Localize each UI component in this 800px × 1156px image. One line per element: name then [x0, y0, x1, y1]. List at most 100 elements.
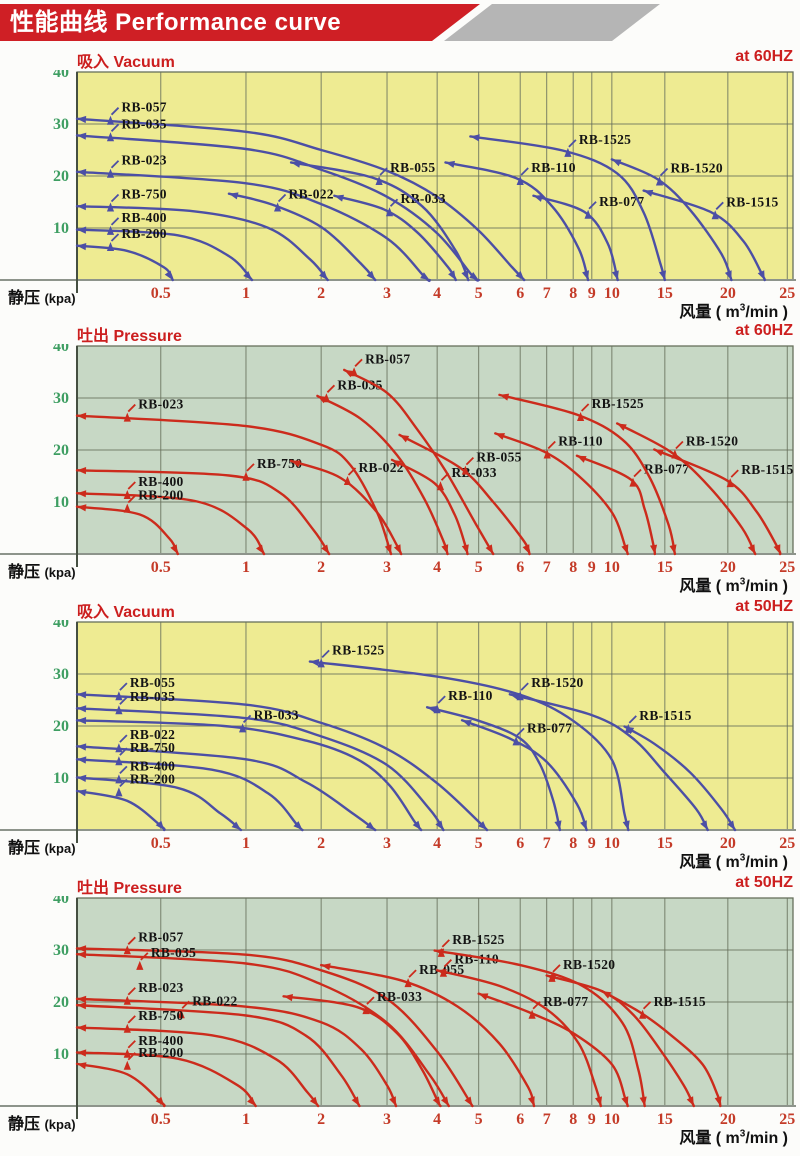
curve-start-arrow-RB-110	[495, 433, 505, 440]
curve-label-pointer-RB-022	[277, 193, 287, 203]
flow-axis-sup: 3	[739, 302, 746, 314]
curve-start-arrow-RB-1525	[309, 659, 320, 667]
curve-start-arrow-RB-055	[77, 691, 87, 699]
curve-label-RB-077: RB-077	[644, 462, 689, 477]
x-tick-label: 8	[569, 285, 577, 302]
flow-axis-sup: 3	[739, 852, 746, 864]
pressure-axis-unit-text: (kpa)	[44, 565, 76, 580]
plot-area: 0.5 1 2 3 4 5 6 7 8 9 10 15 20 25 10 20 30 40 RB-057RB-035…	[0, 70, 796, 302]
curve-start-arrow-RB-077	[478, 993, 489, 1001]
x-tick-label: 20	[720, 835, 736, 852]
curve-RB-1525	[469, 135, 666, 282]
curve-label-pointer-RB-1515	[730, 469, 739, 478]
x-tick-label: 0.5	[151, 1111, 171, 1128]
curve-end-arrow-RB-077	[650, 544, 658, 554]
curve-label-arrow-RB-1515	[624, 723, 632, 733]
curve-label-pointer-RB-035	[140, 952, 149, 961]
curve-label-RB-1515: RB-1515	[741, 462, 793, 477]
curve-label-RB-200: RB-200	[122, 226, 167, 241]
curve-start-arrow-RB-022	[77, 1002, 87, 1010]
x-tick-label: 6	[516, 835, 524, 852]
curve-label-pointer-RB-023	[127, 987, 136, 996]
curve-RB-022	[227, 192, 377, 282]
curve-label-pointer-RB-1525	[568, 139, 577, 148]
curve-label-arrow-RB-200	[123, 503, 131, 513]
curve-label-pointer-RB-057	[110, 107, 120, 116]
curve-start-arrow-RB-022	[291, 460, 301, 468]
curve-RB-1520	[615, 422, 757, 556]
curve-label-pointer-RB-022	[181, 1000, 190, 1009]
curve-label-arrow-RB-022	[115, 743, 123, 753]
y-tick-label: 10	[53, 494, 69, 511]
curve-RB-1520	[508, 693, 709, 832]
curve-start-arrow-RB-1515	[601, 991, 612, 999]
curve-label-RB-022: RB-022	[192, 993, 237, 1008]
curve-end-arrow-RB-033	[432, 1096, 441, 1106]
x-tick-label: 4	[433, 835, 441, 852]
curve-label-pointer-RB-055	[408, 969, 417, 978]
curve-label-RB-022: RB-022	[289, 187, 334, 202]
curve-label-arrow-RB-033	[362, 1005, 370, 1015]
curve-label-pointer-RB-1525	[321, 649, 330, 659]
curve-start-arrow-RB-110	[445, 160, 455, 168]
curve-label-arrow-RB-1515	[726, 478, 734, 488]
curve-label-pointer-RB-033	[366, 996, 375, 1005]
curve-label-pointer-RB-033	[242, 714, 252, 724]
curve-RB-110	[435, 969, 602, 1108]
curve-start-arrow-RB-750	[77, 203, 87, 211]
curve-start-arrow-RB-055	[399, 434, 410, 443]
x-tick-label: 9	[588, 285, 596, 302]
pressure-axis-unit-text: (kpa)	[44, 841, 76, 856]
curve-label-pointer-RB-077	[532, 1001, 541, 1010]
curve-label-RB-400: RB-400	[138, 474, 183, 489]
curve-label-arrow-RB-200	[123, 1060, 131, 1070]
curve-label-RB-750: RB-750	[138, 1008, 183, 1023]
curve-RB-200	[75, 789, 166, 832]
curve-end-arrow-RB-035	[441, 1096, 449, 1106]
x-tick-label: 9	[588, 835, 596, 852]
curve-label-arrow-RB-035	[136, 960, 144, 970]
curve-label-RB-1525: RB-1525	[592, 396, 644, 411]
curve-label-arrow-RB-200	[106, 242, 115, 251]
curve-end-arrow-RB-1520	[686, 1096, 694, 1106]
curve-label-arrow-RB-035	[106, 132, 115, 142]
curve-end-arrow-RB-055	[478, 821, 487, 830]
curve-label-RB-023: RB-023	[138, 397, 183, 412]
curve-end-arrow-RB-023	[420, 272, 430, 280]
pressure-axis-label: 静压	[8, 290, 41, 307]
y-tick-label: 30	[53, 942, 69, 959]
curve-label-arrow-RB-077	[512, 736, 520, 746]
curve-label-arrow-RB-022	[343, 476, 352, 485]
curve-label-arrow-RB-110	[516, 176, 524, 185]
header-banner: 性能曲线 Performance curve	[0, 4, 480, 41]
curve-end-arrow-RB-033	[448, 270, 456, 280]
curve-label-arrow-RB-035	[115, 705, 123, 715]
curve-start-arrow-RB-1515	[643, 189, 654, 197]
curve-start-arrow-RB-077	[576, 455, 587, 463]
curve-label-pointer-RB-057	[354, 358, 363, 367]
x-tick-label: 7	[543, 285, 551, 302]
x-tick-label: 10	[604, 835, 620, 852]
curve-label-pointer-RB-035	[326, 384, 336, 393]
curve-end-arrow-RB-750	[309, 1096, 319, 1106]
curve-RB-057	[75, 947, 474, 1108]
curve-label-arrow-RB-110	[439, 967, 447, 977]
curve-start-arrow-RB-022	[77, 743, 87, 751]
curve-label-arrow-RB-033	[436, 481, 445, 491]
pressure-axis-label: 静压	[8, 840, 41, 857]
curve-label-pointer-RB-400	[119, 765, 128, 774]
curve-label-arrow-RB-1515	[639, 1009, 647, 1019]
curve-label-RB-035: RB-035	[151, 945, 196, 960]
curve-label-pointer-RB-022	[119, 734, 128, 743]
pressure-axis-unit-text: (kpa)	[44, 291, 76, 306]
curve-end-arrow-RB-200	[155, 1096, 165, 1106]
curve-label-RB-1515: RB-1515	[654, 994, 706, 1009]
curve-RB-057	[75, 117, 526, 282]
x-tick-label: 20	[720, 285, 736, 302]
curve-label-arrow-RB-055	[115, 691, 123, 701]
curve-label-pointer-RB-1525	[580, 403, 590, 412]
curve-start-arrow-RB-022	[228, 192, 239, 200]
x-tick-label: 4	[433, 559, 441, 576]
curve-label-arrow-RB-750	[242, 471, 250, 481]
curve-label-RB-057: RB-057	[365, 351, 410, 366]
